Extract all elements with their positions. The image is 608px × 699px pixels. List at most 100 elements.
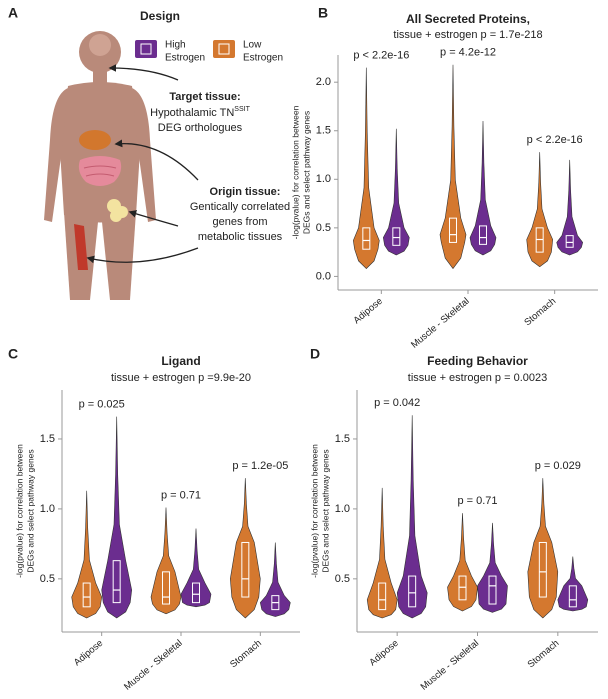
chart: B All Secreted Proteins, tissue + estrogen… <box>290 5 598 351</box>
chart: D Feeding Behavior tissue + estrogen p = 0… <box>309 346 598 693</box>
y-tick-label: 1.5 <box>40 433 55 445</box>
violin <box>229 478 261 619</box>
legend-label: Estrogen <box>165 53 205 64</box>
y-tick-label: 1.5 <box>316 125 331 137</box>
y-axis-label: DEGs and select pathway genes <box>25 449 35 572</box>
y-tick-label: 0.0 <box>316 270 331 282</box>
violin <box>180 528 212 608</box>
legend-label: High <box>165 40 186 51</box>
legend-box <box>218 43 230 55</box>
violin <box>556 159 584 256</box>
p-label: p = 0.029 <box>535 460 581 472</box>
origin-title: Origin tissue: <box>210 186 281 198</box>
x-tick-label: Stomach <box>228 638 264 671</box>
violin <box>259 542 291 617</box>
box <box>192 582 200 604</box>
x-tick-label: Stomach <box>526 638 562 671</box>
chart-subtitle: tissue + estrogen p =9.9e-20 <box>111 372 251 384</box>
violin <box>150 507 182 615</box>
target-line: DEG orthologues <box>158 122 243 134</box>
p-label: p < 2.2e-16 <box>527 134 583 146</box>
y-tick-label: 1.0 <box>40 503 55 515</box>
box <box>112 560 121 604</box>
panel-title: Design <box>140 9 180 23</box>
origin-line: Gentically correlated <box>190 201 290 213</box>
y-axis-label: DEGs and select pathway genes <box>301 111 311 234</box>
chart-subtitle: tissue + estrogen p = 1.7e-218 <box>393 29 542 41</box>
arrow <box>128 210 179 227</box>
y-tick-label: 0.5 <box>316 222 331 234</box>
x-tick-label: Muscle - Skeletal <box>409 296 471 351</box>
p-label: p = 4.2e-12 <box>440 47 496 59</box>
box <box>392 227 401 246</box>
y-tick-label: 0.5 <box>335 573 350 585</box>
p-label: p = 1.2e-05 <box>232 460 288 472</box>
violin <box>101 416 133 619</box>
box <box>362 227 371 250</box>
y-tick-label: 2.0 <box>316 76 331 88</box>
violin <box>352 67 380 270</box>
box <box>479 225 487 245</box>
y-axis-label: -log(pvalue) for correlation between <box>290 105 300 239</box>
box <box>538 541 547 598</box>
violin <box>439 64 467 270</box>
legend: High Estrogen Low Estrogen <box>135 40 283 64</box>
y-tick-label: 1.0 <box>316 173 331 185</box>
legend-swatch <box>213 40 235 58</box>
p-label: p = 0.71 <box>457 495 497 507</box>
x-tick-label: Muscle - Skeletal <box>419 638 481 693</box>
x-tick-label: Adipose <box>72 638 105 669</box>
arrow <box>86 247 199 264</box>
x-tick-label: Muscle - Skeletal <box>122 638 184 693</box>
violin <box>469 120 497 256</box>
legend-label: Low <box>243 40 262 51</box>
p-label: p = 0.025 <box>79 398 125 410</box>
box <box>378 582 387 611</box>
body-illustration <box>44 31 156 300</box>
legend-swatch <box>135 40 157 58</box>
origin-text: Gentically correlated genes from metabolic… <box>190 201 290 243</box>
arrow <box>108 64 179 81</box>
origin-line: metabolic tissues <box>198 231 283 243</box>
target-sup: SSIT <box>234 106 250 113</box>
panel-label: A <box>8 5 18 21</box>
chart: C Ligand tissue + estrogen p =9.9e-20 -log(… <box>8 346 300 693</box>
target-text: Hypothalamic TNSSIT <box>150 106 250 119</box>
box <box>82 582 91 608</box>
p-label: p = 0.71 <box>161 489 201 501</box>
panel-label: B <box>318 5 328 21</box>
box <box>458 575 467 601</box>
y-axis-label: -log(pvalue) for correlation between <box>309 444 319 578</box>
chart-title: All Secreted Proteins, <box>406 12 530 26</box>
origin-line: genes from <box>212 216 267 228</box>
box <box>449 217 457 243</box>
box <box>162 571 170 605</box>
box <box>565 235 574 248</box>
box <box>488 575 497 605</box>
y-tick-label: 1.0 <box>335 503 350 515</box>
chart-title: Ligand <box>161 354 200 368</box>
target-line: Hypothalamic TN <box>150 107 234 119</box>
chart-subtitle: tissue + estrogen p = 0.0023 <box>408 372 547 384</box>
violin <box>71 490 103 619</box>
x-tick-label: Adipose <box>351 296 384 327</box>
box <box>408 575 417 608</box>
x-tick-label: Adipose <box>367 638 400 669</box>
violin <box>526 152 554 268</box>
violin <box>447 513 478 612</box>
violin <box>477 522 508 613</box>
arrow <box>114 139 199 181</box>
violin <box>527 478 559 619</box>
y-tick-label: 0.5 <box>40 573 55 585</box>
panel-label: D <box>310 346 320 362</box>
violin <box>382 128 410 256</box>
box <box>568 585 577 608</box>
target-title: Target tissue: <box>169 91 240 103</box>
violin <box>366 487 398 619</box>
y-axis-label: DEGs and select pathway genes <box>320 449 330 572</box>
violin <box>557 556 589 612</box>
legend-label: Estrogen <box>243 53 283 64</box>
box <box>241 541 250 598</box>
